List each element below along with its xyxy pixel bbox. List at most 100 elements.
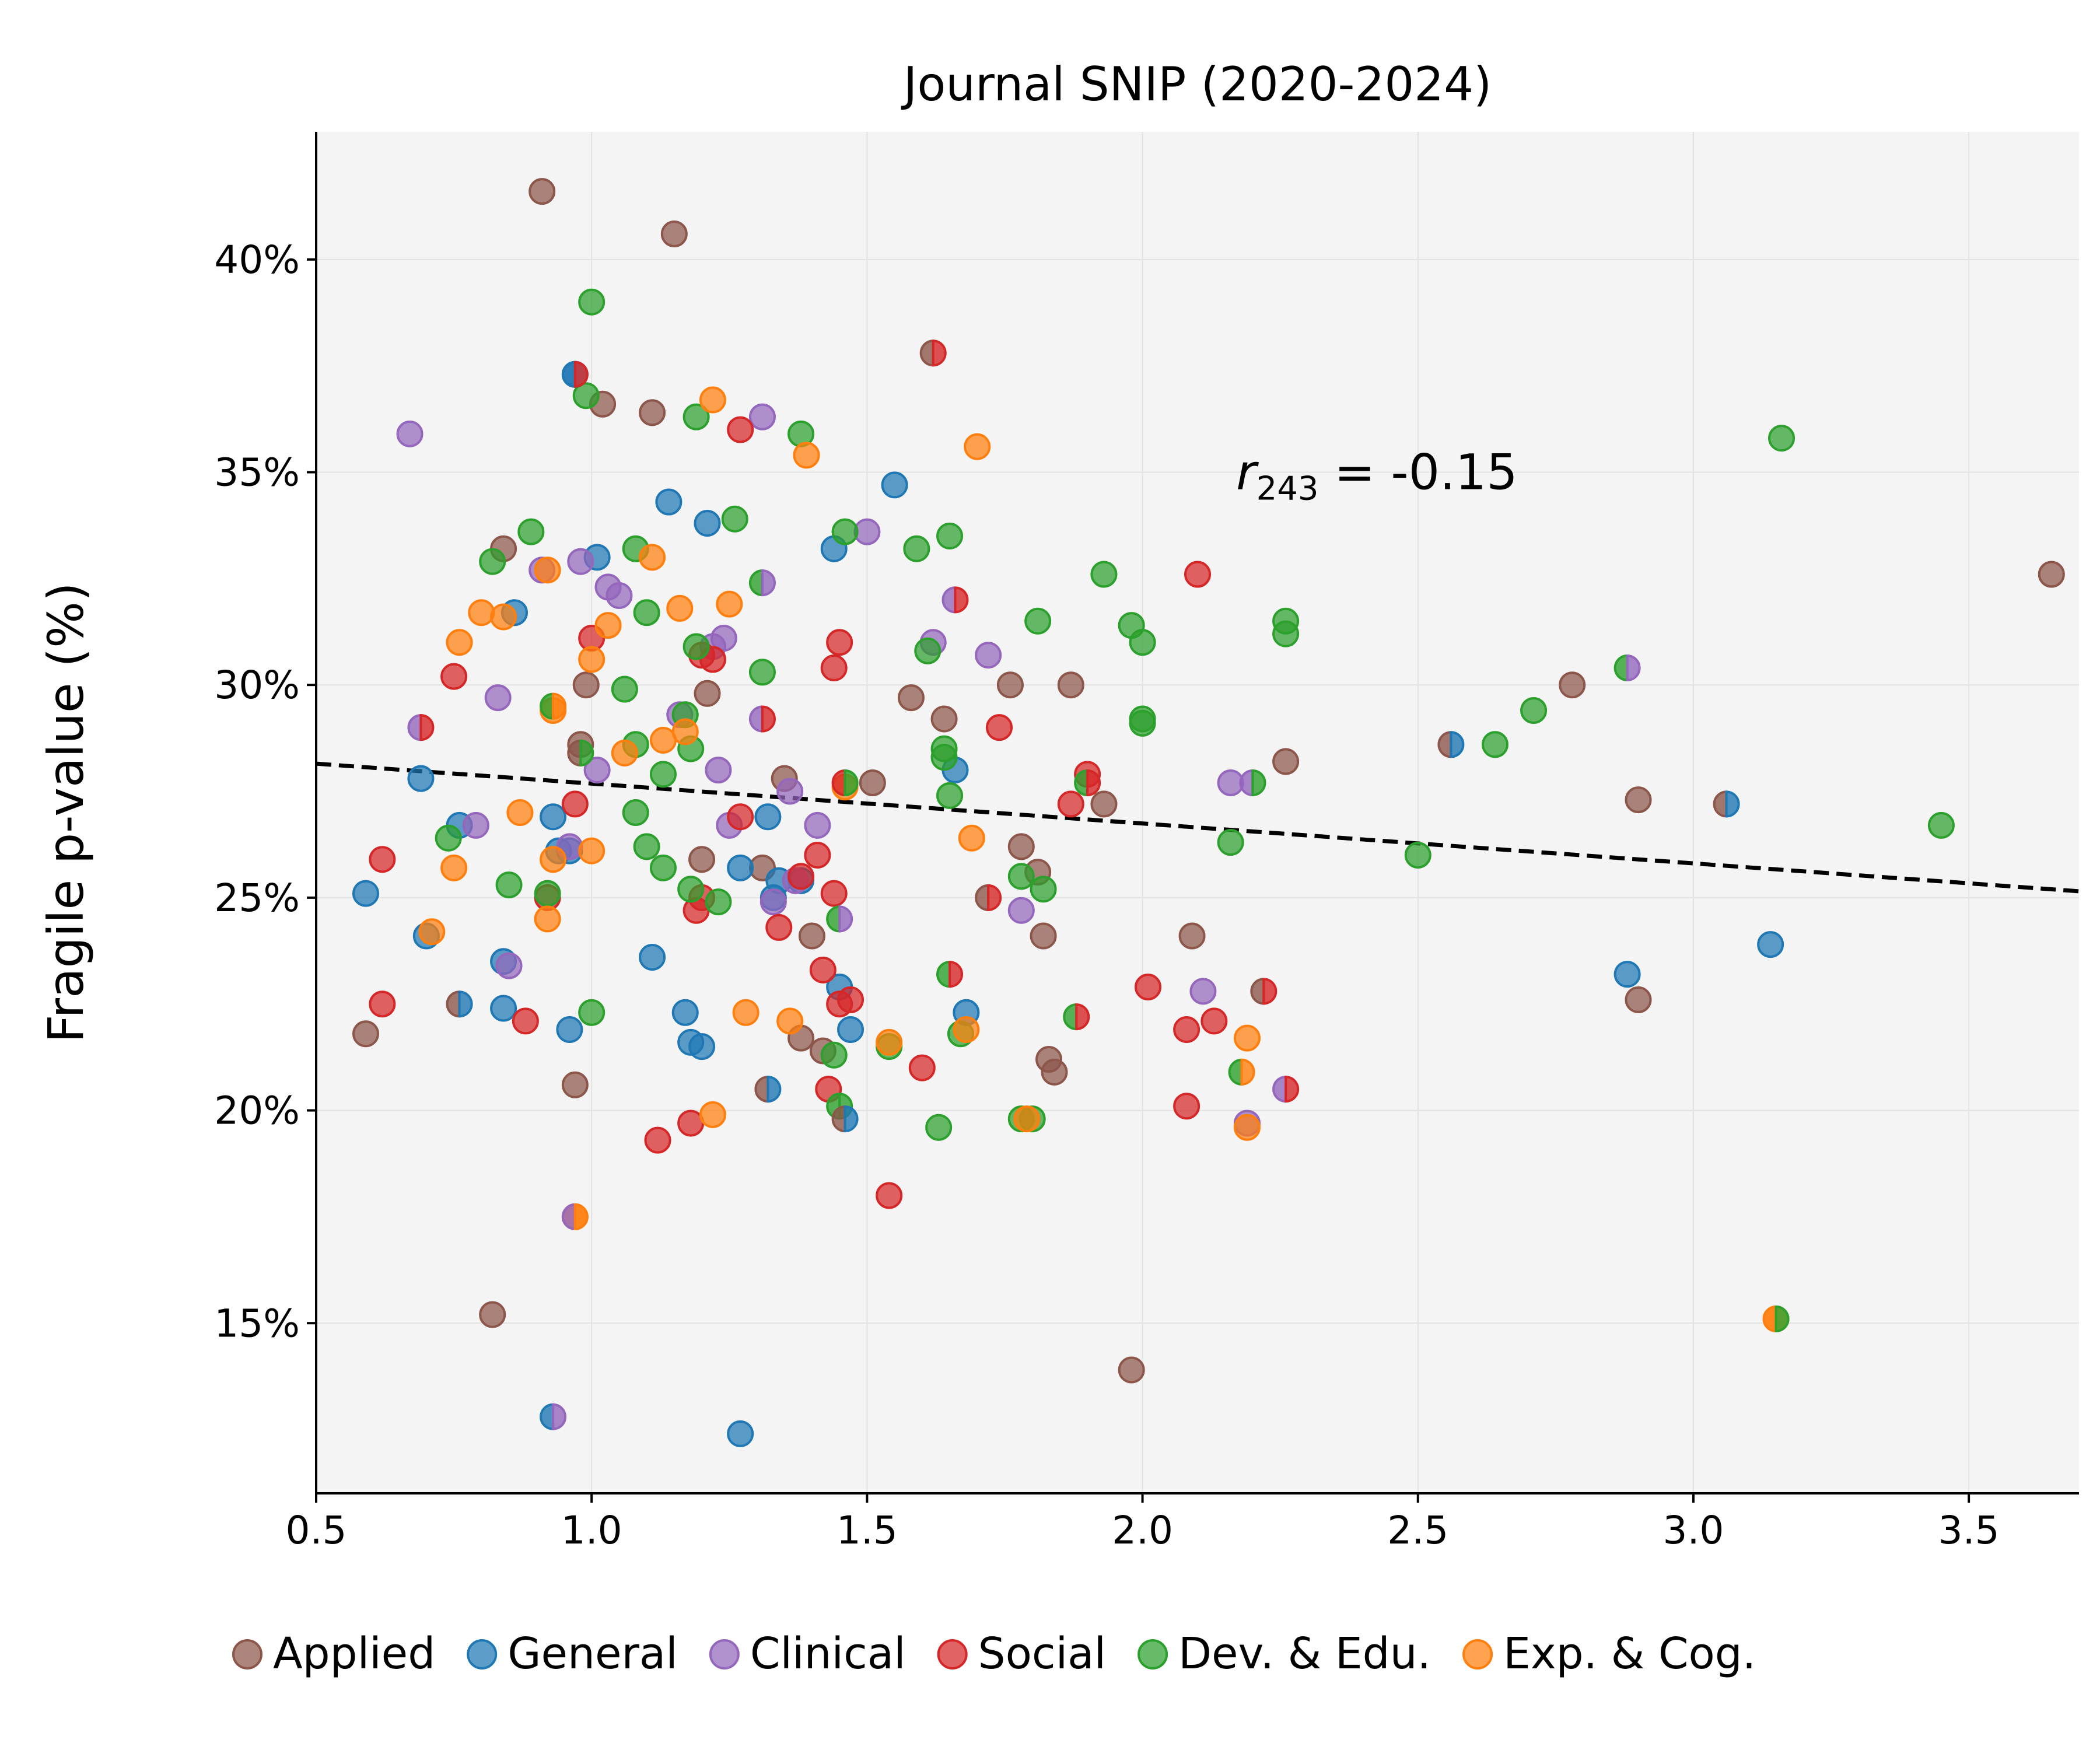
split-point (1228, 1058, 1255, 1086)
scatter-point (1217, 829, 1244, 856)
scatter-point (1129, 629, 1156, 656)
split-point (540, 1403, 567, 1430)
scatter-point (561, 790, 589, 818)
split-point (1762, 1305, 1790, 1332)
scatter-point (446, 629, 473, 656)
scatter-point (837, 986, 864, 1013)
scatter-point (649, 854, 677, 881)
scatter-point (1057, 790, 1084, 818)
scatter-point (1030, 922, 1057, 950)
scatter-point (793, 442, 820, 469)
scatter-point (831, 518, 859, 545)
scatter-point (881, 471, 908, 499)
scatter-point (606, 582, 633, 610)
split-point (1250, 978, 1278, 1005)
scatter-point (578, 999, 606, 1026)
split-point (446, 991, 473, 1018)
scatter-point (649, 761, 677, 788)
split-point-right (1284, 1076, 1300, 1103)
scatter-point (418, 918, 446, 946)
scatter-point (1481, 731, 1508, 758)
scatter-point (540, 803, 567, 831)
scatter-point (1272, 748, 1300, 775)
split-point-left (561, 360, 576, 388)
y-tick-label: 25% (214, 876, 300, 921)
split-point (748, 569, 776, 597)
split-point (1713, 790, 1740, 818)
x-tick-label: 3.0 (1662, 1508, 1724, 1553)
scatter-point (556, 1016, 583, 1043)
scatter-point (908, 1054, 936, 1082)
scatter-point (352, 1020, 379, 1048)
scatter-point (2038, 561, 2065, 588)
scatter-point (809, 956, 836, 984)
split-point-right (1626, 654, 1641, 682)
split-point (748, 705, 776, 733)
split-point (975, 884, 1002, 911)
scatter-point (688, 1033, 716, 1060)
y-tick-label: 30% (214, 663, 300, 708)
x-tick-label: 1.0 (561, 1508, 622, 1553)
scatter-point (1184, 561, 1211, 588)
y-axis-label: Fragile p-value (%) (37, 582, 94, 1042)
split-point-right (573, 1203, 589, 1230)
scatter-point (804, 841, 831, 869)
scatter-point (1233, 1024, 1261, 1052)
split-point-right (1251, 769, 1266, 796)
split-point-right (766, 1076, 782, 1103)
scatter-point (804, 811, 831, 839)
correlation-annotation: r243 = -0.15 (1236, 444, 1518, 508)
scatter-point (495, 952, 523, 979)
scatter-point (727, 416, 754, 443)
scatter-point (1520, 696, 1548, 724)
scatter-point (930, 705, 958, 733)
scatter-point (649, 727, 677, 754)
scatter-point (578, 646, 606, 673)
scatter-point (440, 854, 468, 881)
scatter-point (611, 739, 638, 766)
scatter-point (479, 1301, 506, 1328)
split-point (1437, 731, 1465, 758)
legend-label: General (508, 1629, 678, 1679)
scatter-point (484, 684, 512, 712)
legend-marker (467, 1639, 498, 1670)
scatter-point (1057, 671, 1084, 699)
scatter-point (1129, 709, 1156, 737)
scatter-point (682, 633, 710, 660)
scatter-point (748, 403, 776, 430)
scatter-point (732, 999, 760, 1026)
split-point (936, 961, 964, 988)
scatter-point (495, 871, 523, 898)
x-tick-label: 3.5 (1938, 1508, 2000, 1553)
split-point-left (1762, 1305, 1777, 1332)
scatter-point (820, 654, 848, 682)
scatter-point (699, 1101, 726, 1128)
split-point (567, 739, 594, 766)
scatter-point (1189, 978, 1217, 1005)
split-point-left (1074, 769, 1089, 796)
y-tick-label: 40% (214, 237, 300, 282)
scatter-point (1625, 786, 1652, 814)
scatter-point (705, 888, 732, 916)
scatter-point (996, 671, 1024, 699)
split-point-left (540, 1403, 555, 1430)
scatter-point (776, 1007, 804, 1035)
y-axis-ticks: 15% 20% 25% 30% 35% 40% (214, 237, 316, 1346)
x-tick-label: 2.5 (1387, 1508, 1448, 1553)
legend-marker (232, 1639, 262, 1670)
scatter-point (594, 612, 622, 639)
y-tick-label: 20% (214, 1088, 300, 1133)
axes (315, 132, 2079, 1494)
split-point-right (1075, 1003, 1090, 1031)
scatter-point (754, 803, 782, 831)
scatter-point (1173, 1093, 1200, 1120)
x-axis-ticks: 0.5 1.0 1.5 2.0 2.5 3.0 3.5 (286, 1493, 2000, 1553)
scatter-point (721, 505, 748, 533)
plot-area (316, 132, 2079, 1493)
annotation-subscript: 243 (1256, 470, 1319, 508)
split-point-left (748, 705, 764, 733)
split-point (561, 1203, 589, 1230)
scatter-point (1041, 1058, 1068, 1086)
scatter-point (788, 863, 815, 890)
scatter-point (897, 684, 925, 712)
